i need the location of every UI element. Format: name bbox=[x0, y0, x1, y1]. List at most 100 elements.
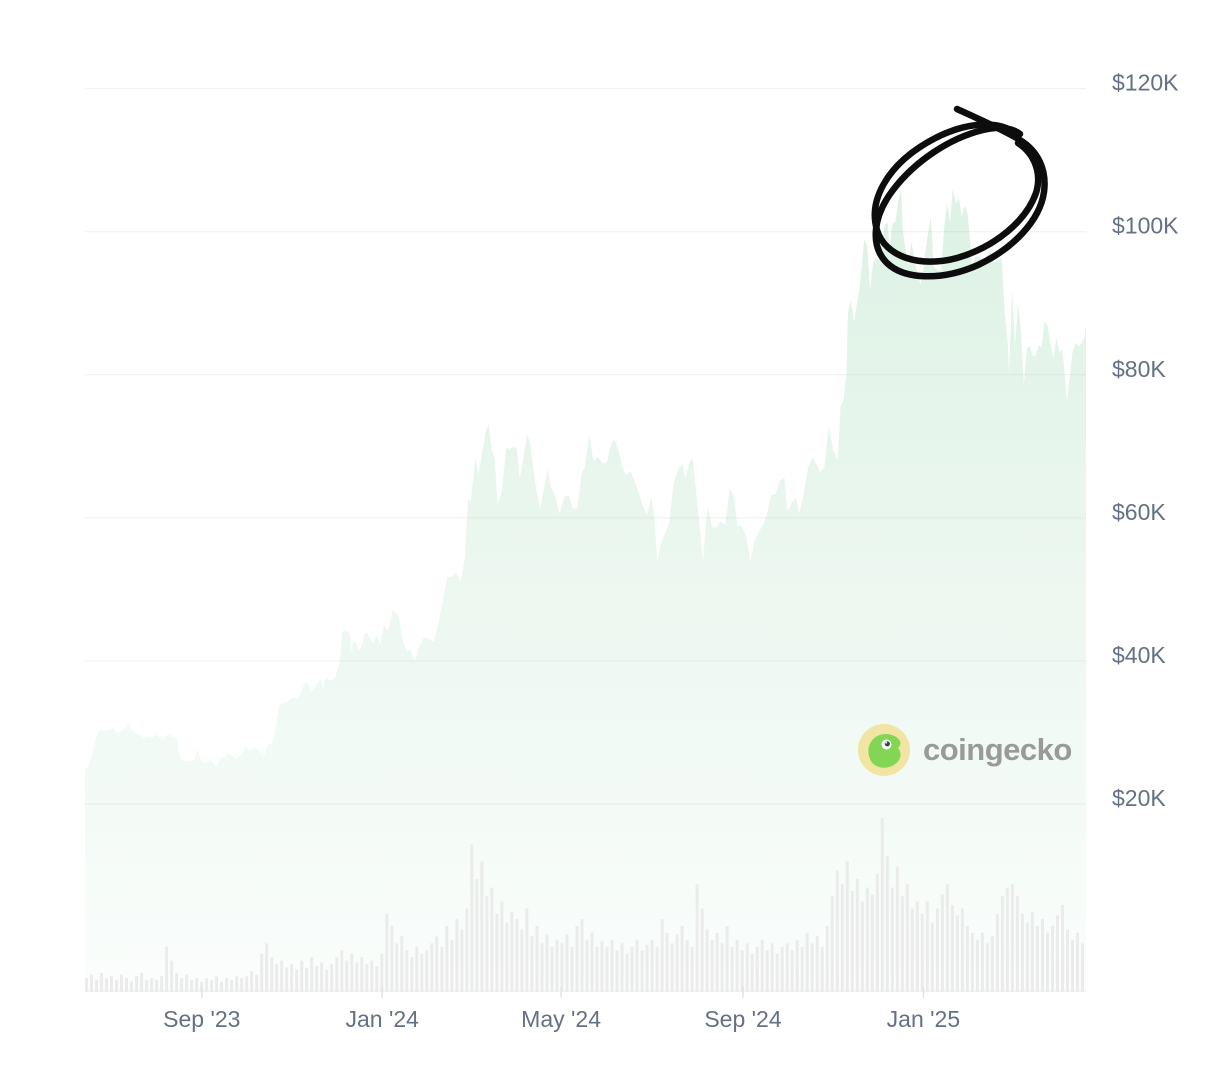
volume-bar bbox=[110, 976, 113, 992]
volume-bar bbox=[150, 978, 154, 992]
volume-bar bbox=[775, 953, 779, 992]
volume-bar bbox=[750, 953, 754, 992]
volume-bar bbox=[420, 953, 424, 992]
volume-bar bbox=[765, 950, 769, 992]
volume-bar bbox=[485, 896, 489, 992]
volume-bar bbox=[645, 945, 649, 992]
volume-bar bbox=[1076, 932, 1079, 992]
gecko-head bbox=[868, 734, 901, 768]
volume-bar bbox=[1066, 929, 1069, 992]
volume-bar bbox=[305, 967, 309, 992]
volume-bar bbox=[1010, 884, 1014, 992]
volume-bar bbox=[330, 964, 334, 992]
volume-bar bbox=[980, 932, 984, 992]
volume-bar bbox=[155, 979, 159, 992]
volume-bar bbox=[720, 943, 724, 992]
volume-bar bbox=[940, 894, 944, 992]
volume-bar bbox=[290, 964, 294, 992]
y-axis-label: $20K bbox=[1112, 785, 1166, 811]
volume-bar bbox=[390, 925, 394, 992]
volume-bar bbox=[345, 960, 349, 992]
volume-bar bbox=[520, 929, 524, 992]
volume-bar bbox=[925, 901, 929, 992]
volume-bar bbox=[845, 861, 849, 992]
volume-bar bbox=[145, 979, 149, 992]
volume-bar bbox=[340, 950, 344, 992]
volume-bar bbox=[465, 908, 469, 992]
volume-bar bbox=[985, 943, 989, 992]
volume-bar bbox=[1056, 915, 1059, 992]
volume-bar bbox=[475, 878, 479, 992]
volume-bar bbox=[855, 878, 859, 992]
volume-bar bbox=[930, 922, 934, 992]
volume-bars bbox=[85, 818, 1084, 992]
volume-bar bbox=[670, 943, 674, 992]
volume-bar bbox=[905, 884, 909, 992]
volume-bar bbox=[895, 866, 899, 992]
volume-bar bbox=[1020, 913, 1024, 992]
volume-bar bbox=[1015, 896, 1019, 992]
volume-bar bbox=[780, 946, 784, 992]
volume-bar bbox=[495, 913, 499, 992]
volume-bar bbox=[85, 978, 88, 992]
volume-bar bbox=[505, 922, 509, 992]
volume-bar bbox=[1081, 943, 1084, 992]
volume-bar bbox=[235, 976, 239, 992]
volume-bar bbox=[795, 939, 799, 992]
volume-bar bbox=[140, 972, 144, 992]
volume-bar bbox=[130, 981, 133, 992]
volume-bar bbox=[945, 884, 949, 992]
volume-bar bbox=[975, 939, 979, 992]
coingecko-watermark[interactable]: coingecko bbox=[858, 724, 1072, 776]
volume-bar bbox=[195, 978, 199, 992]
volume-bar bbox=[705, 929, 709, 992]
volume-bar bbox=[410, 957, 414, 992]
volume-bar bbox=[835, 870, 839, 992]
volume-bar bbox=[620, 943, 624, 992]
volume-bar bbox=[570, 946, 574, 992]
volume-bar bbox=[1071, 939, 1074, 992]
x-axis-label: Sep '24 bbox=[704, 1006, 781, 1032]
volume-bar bbox=[175, 972, 179, 992]
volume-bar bbox=[250, 971, 254, 992]
volume-bar bbox=[425, 950, 429, 992]
volume-bar bbox=[225, 978, 229, 992]
volume-bar bbox=[275, 964, 279, 992]
volume-bar bbox=[310, 957, 314, 992]
volume-bar bbox=[470, 844, 474, 992]
volume-bar bbox=[450, 939, 454, 992]
volume-bar bbox=[125, 978, 128, 992]
volume-bar bbox=[295, 969, 299, 992]
volume-bar bbox=[880, 818, 884, 992]
volume-bar bbox=[115, 979, 118, 992]
volume-bar bbox=[100, 972, 103, 992]
volume-bar bbox=[415, 946, 419, 992]
volume-bar bbox=[630, 946, 634, 992]
volume-bar bbox=[610, 939, 614, 992]
x-axis-label: May '24 bbox=[521, 1006, 601, 1032]
volume-bar bbox=[560, 943, 564, 992]
volume-bar bbox=[535, 925, 539, 992]
volume-bar bbox=[655, 946, 659, 992]
volume-bar bbox=[650, 939, 654, 992]
volume-bar bbox=[320, 962, 324, 992]
volume-bar bbox=[830, 896, 834, 992]
volume-bar bbox=[910, 908, 914, 992]
price-area-fill bbox=[85, 188, 1086, 993]
y-axis-label: $100K bbox=[1112, 213, 1179, 239]
volume-bar bbox=[625, 953, 629, 992]
volume-bar bbox=[960, 908, 964, 992]
volume-bar bbox=[165, 946, 169, 992]
volume-bar bbox=[405, 950, 409, 992]
volume-bar bbox=[380, 953, 384, 992]
volume-bar bbox=[950, 905, 954, 992]
volume-bar bbox=[725, 925, 729, 992]
volume-bar bbox=[510, 912, 514, 992]
volume-bar bbox=[955, 915, 959, 992]
volume-bar bbox=[190, 979, 194, 992]
volume-bar bbox=[735, 939, 739, 992]
volume-bar bbox=[490, 887, 494, 992]
volume-bar bbox=[885, 856, 889, 992]
volume-bar bbox=[675, 934, 679, 992]
